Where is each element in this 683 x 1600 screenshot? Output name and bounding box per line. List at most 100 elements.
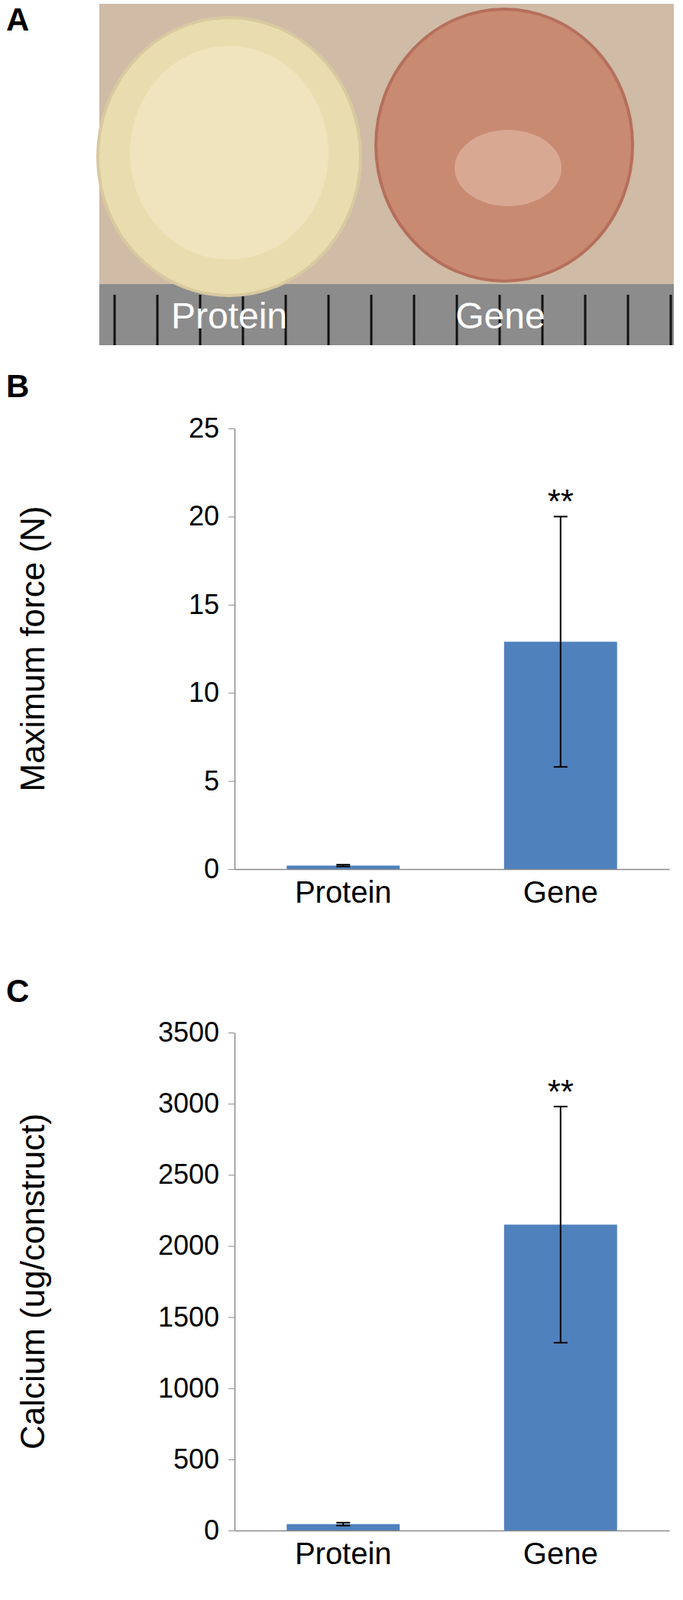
error-bar	[553, 516, 568, 768]
y-tick: 0	[203, 853, 235, 885]
y-tick-mark	[228, 1531, 235, 1532]
y-tick: 1500	[158, 1301, 235, 1334]
y-tick-label: 1500	[158, 1301, 220, 1334]
y-tick: 2500	[158, 1158, 235, 1191]
bar	[286, 1524, 400, 1532]
y-tick: 2000	[158, 1230, 235, 1262]
ruler-tick	[156, 294, 159, 346]
y-tick-mark	[228, 1246, 235, 1247]
y-tick: 1000	[158, 1372, 235, 1405]
x-tick-label: Protein	[294, 875, 392, 910]
y-axis-line	[234, 429, 237, 871]
y-tick-label: 20	[188, 500, 220, 532]
y-tick-mark	[228, 1388, 235, 1390]
y-tick: 20	[188, 500, 235, 532]
y-tick-label: 3000	[158, 1087, 220, 1120]
x-axis: Protein Gene	[235, 869, 671, 910]
y-tick-label: 500	[173, 1443, 220, 1476]
y-tick-mark	[228, 1103, 235, 1105]
y-tick-label: 0	[203, 1514, 220, 1547]
y-tick-mark	[228, 516, 235, 518]
y-tick-label: 3500	[158, 1016, 220, 1049]
marks	[286, 1107, 617, 1532]
ruler-tick	[113, 294, 117, 346]
y-tick-mark	[228, 1317, 235, 1319]
y-axis-title: Calcium (ug/construct)	[13, 1113, 52, 1451]
y-tick-label: 15	[188, 589, 220, 621]
chart-panel: B 0 5 10 15 20 25 Protein Gene Maximum force (N) *…	[6, 368, 671, 910]
x-axis-line	[235, 869, 671, 871]
y-tick-mark	[228, 692, 235, 694]
error-bar-stem	[559, 516, 562, 768]
y-tick: 15	[188, 589, 235, 621]
y-tick-label: 1000	[158, 1372, 220, 1405]
figure: A Protein Gene B 0 5 10 15 20 25 Protein Gene Maximu…	[0, 0, 683, 1600]
bar	[286, 865, 400, 870]
error-bar-cap	[553, 1342, 568, 1344]
ruler-tick	[413, 294, 416, 346]
error-bar	[553, 1107, 568, 1344]
x-tick-label: Protein	[294, 1537, 392, 1571]
y-tick-mark	[228, 781, 235, 783]
x-tick-label: Gene	[523, 1537, 599, 1571]
error-bar-cap	[553, 766, 568, 768]
y-tick-label: 0	[203, 853, 220, 885]
x-axis-line	[235, 1531, 671, 1533]
error-bar-cap	[336, 1522, 350, 1525]
panel-label: C	[6, 973, 30, 1010]
gene-construct	[375, 9, 633, 282]
y-axis: 0 500 1000 1500 2000 2500 3000 3500	[158, 1016, 236, 1547]
x-tick: Protein	[294, 1531, 392, 1571]
y-tick: 3000	[158, 1087, 235, 1120]
panel-label: A	[6, 1, 30, 38]
protein-construct-core	[129, 45, 329, 260]
y-axis-line	[234, 1033, 237, 1532]
error-bar-cap	[336, 864, 350, 866]
panel-label: B	[6, 368, 30, 405]
y-tick: 3500	[158, 1016, 235, 1049]
ruler	[99, 284, 674, 346]
y-tick: 5	[203, 765, 235, 797]
y-tick-label: 2000	[158, 1230, 220, 1262]
x-tick-label: Gene	[523, 875, 599, 910]
annotation: **	[547, 482, 574, 521]
photo-label: Gene	[455, 295, 545, 337]
y-tick-label: 10	[188, 676, 220, 709]
y-tick: 10	[188, 676, 235, 709]
error-bar	[336, 1523, 350, 1527]
error-bar	[336, 864, 350, 867]
x-axis: Protein Gene	[235, 1531, 671, 1571]
error-bar-cap	[336, 866, 350, 868]
y-tick: 500	[173, 1443, 235, 1476]
gene-construct-core	[454, 129, 562, 207]
chart-panel: C 0 500 1000 1500 2000 2500 3000 3500 Protein Gene…	[6, 973, 671, 1571]
annotation: **	[547, 1073, 574, 1111]
ruler-tick	[370, 294, 373, 346]
y-tick: 0	[203, 1514, 235, 1547]
x-tick: Gene	[523, 1531, 599, 1571]
ruler-tick	[627, 294, 630, 346]
error-bar-cap	[336, 1524, 350, 1527]
photo-panel: A Protein Gene	[6, 1, 674, 346]
y-tick-label: 2500	[158, 1158, 220, 1191]
x-tick: Gene	[523, 869, 599, 910]
x-tick: Protein	[294, 869, 392, 910]
y-tick-mark	[228, 1032, 235, 1034]
y-tick-label: 25	[188, 412, 220, 444]
y-tick-label: 5	[203, 765, 220, 797]
y-tick-mark	[228, 605, 235, 606]
y-tick: 25	[188, 412, 235, 444]
ruler-tick	[327, 294, 331, 346]
error-bar-stem	[559, 1107, 562, 1344]
y-axis: 0 5 10 15 20 25	[188, 412, 236, 885]
ruler-tick	[670, 294, 673, 346]
protein-construct	[97, 17, 361, 296]
y-tick-mark	[228, 869, 235, 871]
y-tick-mark	[228, 428, 235, 430]
y-tick-mark	[228, 1459, 235, 1461]
marks	[286, 516, 617, 870]
photo-label: Protein	[171, 295, 288, 337]
y-tick-mark	[228, 1175, 235, 1176]
ruler-tick	[584, 294, 587, 346]
y-axis-title: Maximum force (N)	[13, 505, 52, 792]
